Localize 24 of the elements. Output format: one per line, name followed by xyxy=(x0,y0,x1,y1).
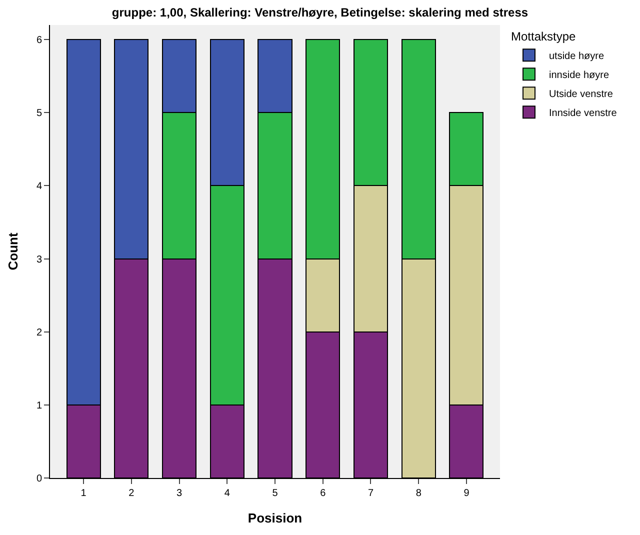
x-tick-label: 3 xyxy=(176,488,182,499)
x-tick-label: 7 xyxy=(368,488,374,499)
legend-title: Mottakstype xyxy=(511,30,576,44)
legend-label: Utside venstre xyxy=(549,89,614,100)
legend-label: Innside venstre xyxy=(549,108,618,119)
x-tick-label: 5 xyxy=(272,488,278,499)
x-axis-title: Posision xyxy=(248,510,302,526)
y-tick-label: 2 xyxy=(36,327,42,338)
y-tick-label: 6 xyxy=(36,35,42,46)
chart-title: gruppe: 1,00, Skallering: Venstre/høyre, Betingelse: skalering med stress xyxy=(112,5,528,20)
x-tick-label: 4 xyxy=(224,488,230,499)
x-tick-label: 6 xyxy=(320,488,326,499)
y-tick-label: 4 xyxy=(36,181,42,192)
x-tick-label: 9 xyxy=(464,488,470,499)
legend-label: innside høyre xyxy=(549,70,610,81)
y-tick-label: 3 xyxy=(36,254,42,266)
x-tick-label: 2 xyxy=(128,488,135,499)
x-tick-label: 8 xyxy=(416,488,422,499)
legend-label: utside høyre xyxy=(549,51,604,62)
y-axis-title: Count xyxy=(5,232,20,270)
x-tick-label: 1 xyxy=(80,488,87,499)
y-tick-label: 5 xyxy=(36,108,42,120)
y-tick-label: 1 xyxy=(36,400,42,412)
y-tick-label: 0 xyxy=(36,474,42,484)
